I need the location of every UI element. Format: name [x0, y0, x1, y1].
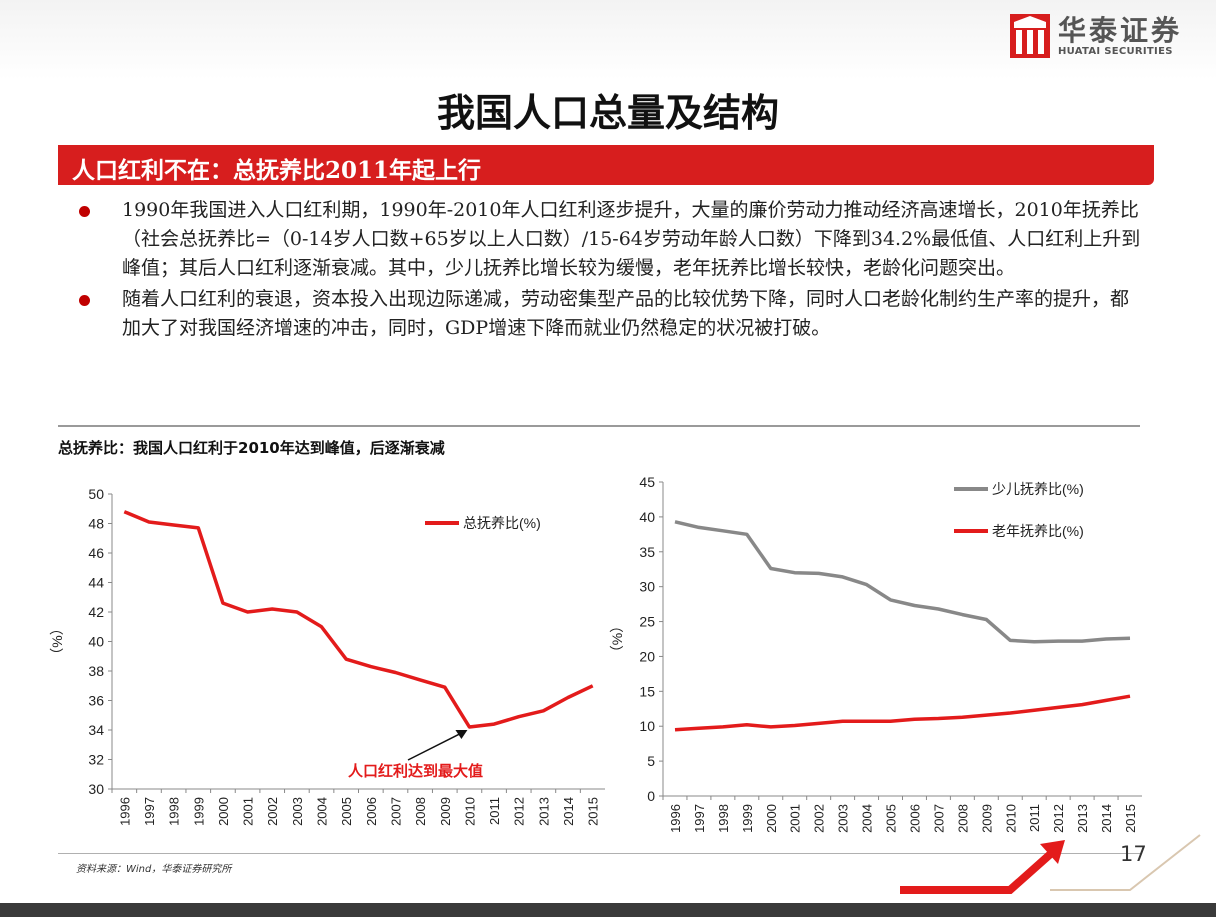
y-tick-label: 50 [88, 486, 104, 502]
y-tick-label: 5 [647, 753, 655, 769]
y-tick-label: 45 [639, 474, 655, 490]
x-tick-label: 2015 [1123, 804, 1138, 833]
footer-arrow-decoration [900, 834, 1201, 894]
huatai-logo-icon [1009, 14, 1050, 58]
x-tick-label: 2004 [860, 804, 875, 833]
x-tick-label: 2011 [487, 797, 502, 825]
source-note: 资料来源：Wind，华泰证券研究所 [76, 864, 232, 875]
x-tick-label: 2006 [907, 804, 922, 833]
x-tick-label: 2010 [1003, 804, 1018, 833]
x-tick-label: 2008 [955, 804, 970, 833]
section-banner: 人口红利不在：总抚养比2011年起上行 [58, 145, 1154, 185]
annotation-arrowhead [455, 730, 468, 740]
x-tick-label: 2012 [1051, 804, 1066, 833]
x-tick-label: 2009 [979, 804, 994, 833]
x-tick-label: 2009 [438, 797, 453, 826]
y-axis-label: （%） [609, 619, 625, 659]
y-tick-label: 20 [639, 648, 655, 664]
footer-divider [58, 853, 1140, 854]
x-tick-label: 2008 [413, 797, 428, 826]
x-tick-label: 2004 [315, 797, 330, 826]
y-tick-label: 40 [88, 634, 104, 650]
bullet-text: 1990年我国进入人口红利期，1990年-2010年人口红利逐步提升，大量的廉价… [122, 199, 1141, 279]
x-tick-label: 2007 [388, 797, 403, 826]
x-tick-label: 1996 [117, 797, 132, 826]
bullet-dot-icon [79, 206, 90, 217]
x-tick-label: 2003 [290, 797, 305, 826]
brand-name-en: HUATAI SECURITIES [1057, 45, 1173, 57]
x-tick-label: 2011 [1027, 804, 1042, 832]
x-tick-label: 1998 [167, 797, 182, 826]
footer-bar [0, 903, 1216, 917]
x-tick-label: 1999 [191, 797, 206, 826]
brand-name-cn: 华泰证券 [1057, 13, 1182, 47]
y-tick-label: 0 [647, 788, 655, 804]
x-tick-label: 1996 [668, 804, 683, 833]
chart-heading: 总抚养比：我国人口红利于2010年达到峰值，后逐渐衰减 [58, 439, 445, 457]
annotation-arrow [407, 732, 462, 761]
y-tick-label: 44 [88, 575, 104, 591]
y-tick-label: 34 [88, 722, 104, 738]
bullet-item: 1990年我国进入人口红利期，1990年-2010年人口红利逐步提升，大量的廉价… [76, 196, 1146, 283]
x-tick-label: 2012 [512, 797, 527, 826]
y-tick-label: 48 [88, 516, 104, 532]
brand-logo: 华泰证券 HUATAI SECURITIES [1009, 13, 1182, 58]
x-tick-label: 2001 [241, 797, 256, 826]
x-tick-label: 2002 [812, 804, 827, 833]
legend-label: 少儿抚养比(%) [992, 481, 1084, 497]
y-tick-label: 30 [639, 579, 655, 595]
legend-label: 老年抚养比(%) [992, 523, 1084, 539]
x-tick-label: 2015 [586, 797, 601, 826]
y-tick-label: 35 [639, 544, 655, 560]
y-tick-label: 25 [639, 614, 655, 630]
annotation-label: 人口红利达到最大值 [348, 762, 483, 780]
y-axis-label: （%） [49, 621, 65, 661]
series-line-1 [123, 510, 594, 729]
y-tick-label: 40 [639, 509, 655, 525]
banner-text: 人口红利不在：总抚养比2011年起上行 [72, 157, 482, 184]
bullet-item: 随着人口红利的衰退，资本投入出现边际递减，劳动密集型产品的比较优势下降，同时人口… [76, 285, 1146, 343]
total-dependency-chart: 30 32 34 36 38 40 42 44 46 48 50 1996 1997 1998 1999 20… [49, 486, 605, 826]
y-tick-label: 36 [88, 693, 104, 709]
x-tick-label: 1999 [740, 804, 755, 833]
x-tick-label: 2000 [764, 804, 779, 833]
x-tick-label: 2006 [364, 797, 379, 826]
bullet-dot-icon [79, 295, 90, 306]
x-tick-label: 1997 [692, 804, 707, 833]
page-number: 17 [1120, 842, 1147, 866]
x-tick-label: 2010 [462, 797, 477, 826]
x-tick-label: 2005 [884, 804, 899, 833]
x-tick-label: 2013 [1075, 804, 1090, 833]
x-tick-label: 2001 [788, 804, 803, 833]
x-tick-label: 2007 [931, 804, 946, 833]
y-tick-label: 46 [88, 545, 104, 561]
x-tick-label: 2013 [536, 797, 551, 826]
y-tick-label: 10 [639, 718, 655, 734]
x-tick-label: 2003 [836, 804, 851, 833]
x-tick-label: 2000 [216, 797, 231, 826]
y-tick-label: 32 [88, 752, 104, 768]
child-elderly-dependency-chart: 0 5 10 15 20 25 30 35 40 45 1996 1997 1998 1999 2000 20… [609, 474, 1142, 833]
page-title: 我国人口总量及结构 [436, 91, 779, 135]
x-tick-label: 1998 [716, 804, 731, 833]
x-tick-label: 2005 [339, 797, 354, 826]
y-tick-label: 15 [639, 683, 655, 699]
bullet-list: 1990年我国进入人口红利期，1990年-2010年人口红利逐步提升，大量的廉价… [76, 196, 1146, 345]
series-line-2 [674, 694, 1131, 732]
x-tick-label: 2002 [265, 797, 280, 826]
y-tick-label: 42 [88, 604, 104, 620]
section-divider [58, 425, 1140, 427]
series-line-1 [674, 520, 1131, 644]
y-tick-label: 30 [88, 781, 104, 797]
bullet-text: 随着人口红利的衰退，资本投入出现边际递减，劳动密集型产品的比较优势下降，同时人口… [122, 288, 1130, 339]
x-tick-label: 2014 [561, 797, 576, 826]
legend-label: 总抚养比(%) [463, 515, 541, 531]
x-tick-label: 1997 [142, 797, 157, 826]
x-tick-label: 2014 [1099, 804, 1114, 833]
y-tick-label: 38 [88, 663, 104, 679]
